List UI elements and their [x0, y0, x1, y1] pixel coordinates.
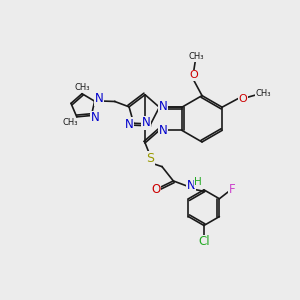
Text: O: O [151, 183, 160, 196]
Text: S: S [146, 152, 154, 165]
Text: H: H [194, 177, 202, 187]
Text: CH₃: CH₃ [189, 52, 204, 62]
Text: N: N [124, 118, 133, 131]
Text: CH₃: CH₃ [256, 89, 272, 98]
Text: N: N [142, 116, 150, 129]
Text: O: O [189, 70, 198, 80]
Text: N: N [158, 124, 167, 137]
Text: N: N [187, 178, 196, 192]
Text: O: O [238, 94, 247, 104]
Text: N: N [91, 111, 99, 124]
Text: F: F [229, 183, 236, 196]
Text: CH₃: CH₃ [62, 118, 78, 127]
Text: N: N [158, 100, 167, 113]
Text: N: N [94, 92, 103, 105]
Text: CH₃: CH₃ [75, 83, 90, 92]
Text: Cl: Cl [198, 235, 210, 248]
